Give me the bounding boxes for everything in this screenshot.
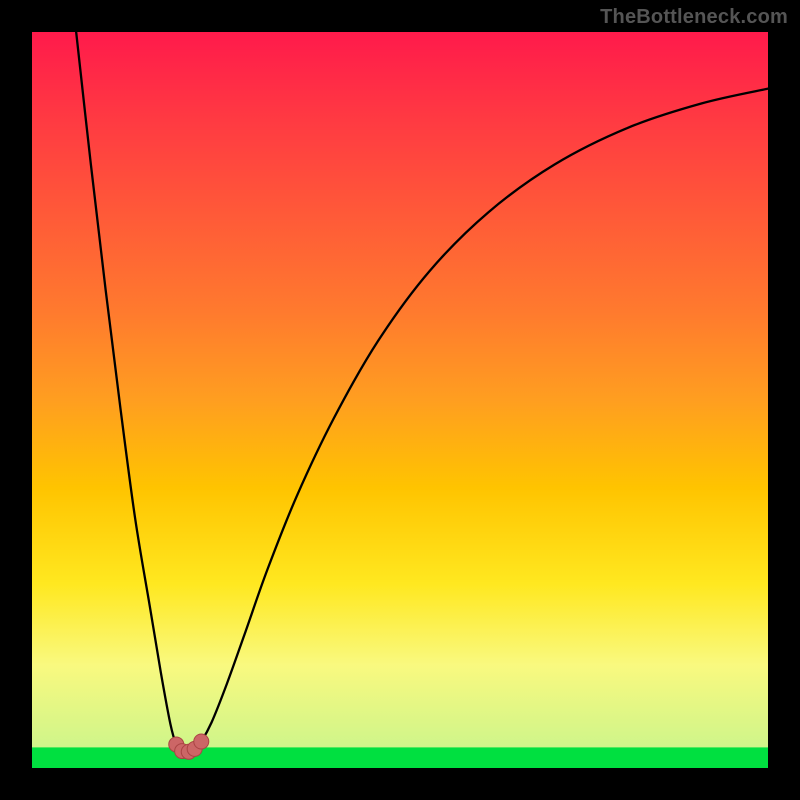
watermark-text: TheBottleneck.com — [600, 6, 788, 29]
frame-left — [0, 0, 32, 800]
green-band — [32, 747, 768, 768]
chart-container: TheBottleneck.com — [0, 0, 800, 800]
optimum-marker — [194, 734, 209, 749]
frame-bottom — [0, 768, 800, 800]
bottleneck-chart — [0, 0, 800, 800]
transition-band — [32, 665, 768, 747]
frame-right — [768, 0, 800, 800]
plot-background — [32, 32, 768, 768]
